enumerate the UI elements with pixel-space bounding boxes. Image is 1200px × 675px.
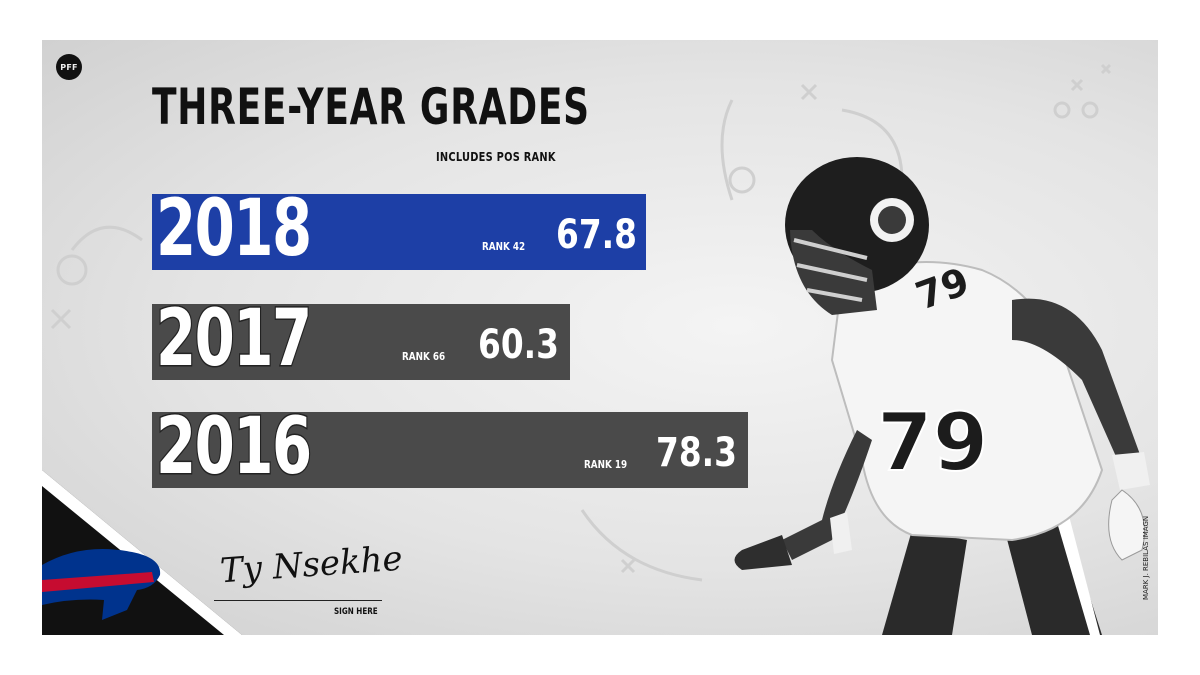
year-label: 2018	[155, 183, 313, 276]
photo-credit: MARK J. REBILAS IMAGN	[1142, 515, 1150, 600]
svg-text:79: 79	[877, 396, 988, 489]
grade-value: 78.3	[656, 430, 737, 476]
grade-bar-2017: 2017 RANK 66 60.3	[152, 293, 570, 386]
rank-label: RANK 42	[482, 240, 526, 253]
grade-bar-fill	[152, 194, 646, 270]
year-label: 2016	[155, 401, 313, 494]
grade-bar-2018: 2018 RANK 42 67.8	[152, 183, 646, 276]
grade-bar-fill	[152, 412, 748, 488]
rank-label: RANK 66	[402, 350, 446, 363]
bills-buffalo-icon	[42, 548, 161, 620]
sign-here-label: SIGN HERE	[334, 607, 378, 617]
grade-bar-2016: 2016 RANK 19 78.3	[152, 401, 748, 494]
grade-bar-fill	[152, 304, 570, 380]
signature-line	[214, 600, 382, 601]
player-photo: 79 79	[734, 157, 1150, 635]
grade-value: 60.3	[478, 322, 559, 368]
bills-corner-graphic	[42, 470, 242, 635]
pff-logo: PFF	[56, 54, 82, 80]
graphic-card: PFF THREE-YEAR GRADES INCLUDES POS RANK …	[42, 40, 1158, 635]
page-title: THREE-YEAR GRADES	[152, 78, 590, 136]
grade-value: 67.8	[556, 212, 637, 258]
page-subtitle: INCLUDES POS RANK	[436, 150, 556, 164]
rank-label: RANK 19	[584, 458, 628, 471]
play-diagram-background	[50, 63, 1112, 582]
year-label: 2017	[155, 293, 313, 386]
